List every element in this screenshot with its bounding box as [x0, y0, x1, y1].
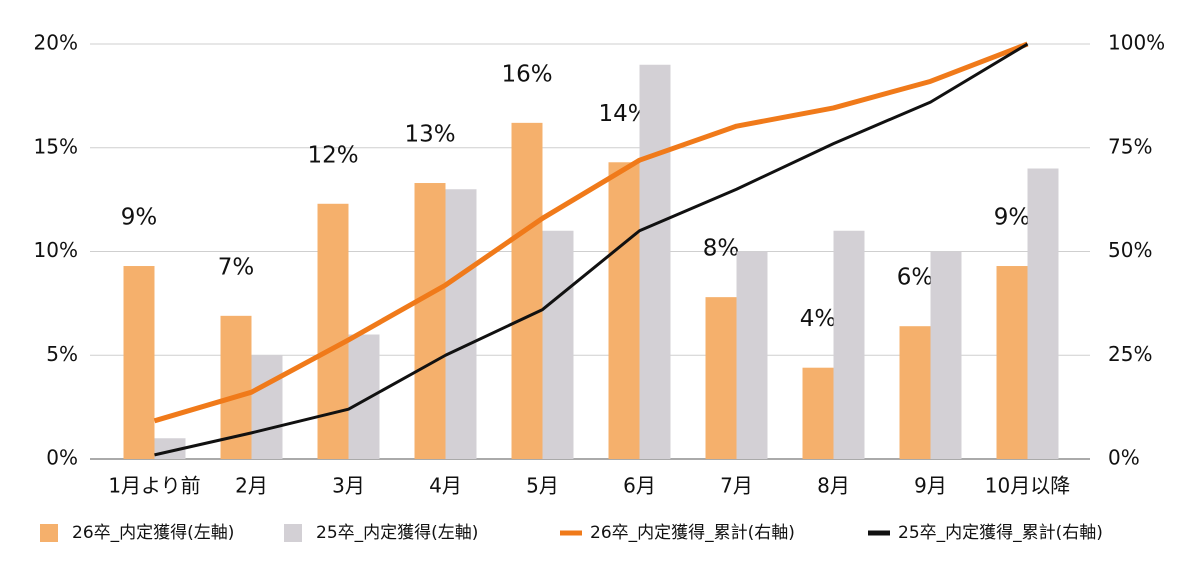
- legend-label: 26卒_内定獲得(左軸): [72, 523, 234, 543]
- data-label: 16%: [501, 61, 552, 87]
- bar: [608, 162, 640, 459]
- x-tick-label: 3月: [332, 474, 365, 498]
- legend-label: 25卒_内定獲得_累計(右軸): [898, 523, 1103, 543]
- bar: [705, 297, 737, 459]
- y2-tick-label: 75%: [1108, 134, 1152, 158]
- y2-tick-label: 0%: [1108, 446, 1140, 470]
- y-tick-label: 20%: [34, 31, 78, 55]
- data-label: 6%: [897, 265, 934, 291]
- x-tick-label: 6月: [623, 474, 656, 498]
- x-tick-label: 9月: [914, 474, 947, 498]
- bar: [899, 326, 931, 459]
- data-label: 9%: [121, 205, 158, 231]
- data-label: 7%: [218, 254, 255, 280]
- y-tick-label: 15%: [34, 134, 78, 158]
- bar: [996, 266, 1028, 459]
- data-label: 4%: [800, 306, 837, 332]
- x-tick-label: 8月: [817, 474, 850, 498]
- bar: [251, 355, 283, 459]
- bar: [833, 230, 865, 459]
- x-tick-label: 1月より前: [108, 474, 200, 498]
- bar: [1027, 168, 1059, 459]
- bar: [123, 266, 155, 459]
- line: [154, 42, 1029, 457]
- legend-swatch: [284, 524, 302, 542]
- bar: [639, 64, 671, 459]
- x-tick-label: 5月: [526, 474, 559, 498]
- y2-tick-label: 25%: [1108, 342, 1152, 366]
- y2-tick-label: 100%: [1108, 31, 1165, 55]
- bar: [348, 334, 380, 459]
- y-tick-label: 0%: [46, 446, 78, 470]
- y-tick-label: 10%: [34, 238, 78, 262]
- bar: [511, 122, 543, 459]
- x-tick-label: 2月: [235, 474, 268, 498]
- bar: [414, 183, 446, 459]
- x-tick-label: 7月: [720, 474, 753, 498]
- bar: [317, 203, 349, 459]
- data-label: 13%: [404, 122, 455, 148]
- x-tick-label: 4月: [429, 474, 462, 498]
- legend-label: 26卒_内定獲得_累計(右軸): [590, 523, 795, 543]
- data-label: 9%: [994, 205, 1031, 231]
- line: [153, 41, 1029, 424]
- bar: [736, 251, 768, 459]
- data-label: 8%: [703, 236, 740, 262]
- legend-swatch: [40, 524, 58, 542]
- bar: [542, 230, 574, 459]
- y-tick-label: 5%: [46, 342, 78, 366]
- legend-label: 25卒_内定獲得(左軸): [316, 523, 478, 543]
- y2-tick-label: 50%: [1108, 238, 1152, 262]
- bar: [802, 367, 834, 459]
- bar: [930, 251, 962, 459]
- bar: [445, 189, 477, 459]
- data-label: 12%: [307, 142, 358, 168]
- x-tick-label: 10月以降: [985, 474, 1070, 498]
